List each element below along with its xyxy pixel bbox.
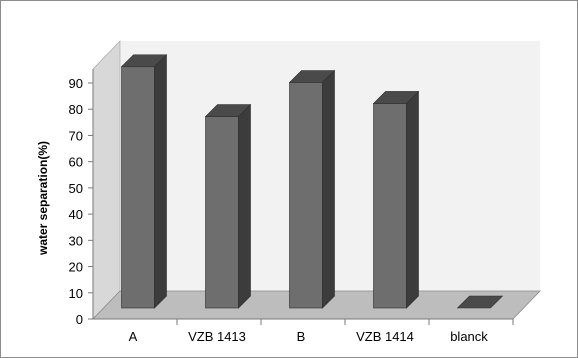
bar-front bbox=[289, 82, 323, 309]
bar-top bbox=[372, 91, 420, 104]
bar-front bbox=[373, 103, 407, 309]
y-axis-label: water separation(%) bbox=[36, 141, 50, 256]
chart-side-wall bbox=[92, 40, 121, 320]
y-tick-label: 60 bbox=[69, 155, 83, 170]
bar-front bbox=[205, 116, 239, 309]
x-tick-label: blanck bbox=[450, 329, 488, 344]
bar bbox=[204, 103, 252, 309]
bar-side bbox=[238, 103, 251, 309]
bar bbox=[372, 90, 420, 309]
x-tick-label: VZB 1413 bbox=[188, 329, 246, 344]
bar bbox=[120, 54, 168, 309]
y-tick-label: 70 bbox=[69, 128, 83, 143]
bar-top bbox=[288, 70, 336, 83]
bar-front bbox=[121, 66, 155, 309]
y-tick-label: 0 bbox=[76, 312, 83, 327]
y-tick-label: 20 bbox=[69, 260, 83, 275]
y-tick-label: 10 bbox=[69, 286, 83, 301]
bar-top bbox=[204, 104, 252, 117]
bar bbox=[288, 69, 336, 309]
x-tick-label: VZB 1414 bbox=[356, 329, 414, 344]
bar-side bbox=[406, 90, 419, 309]
bar-side bbox=[154, 54, 167, 309]
y-tick-labels: 0 10 20 30 40 50 60 70 80 90 bbox=[69, 76, 93, 327]
x-tick-label: A bbox=[129, 329, 138, 344]
y-tick-label: 40 bbox=[69, 207, 83, 222]
bar-side bbox=[322, 69, 335, 309]
y-tick-label: 80 bbox=[69, 102, 83, 117]
x-tick-labels: A VZB 1413 B VZB 1414 blanck bbox=[129, 319, 514, 344]
bar-top bbox=[120, 54, 168, 68]
bar bbox=[456, 295, 504, 309]
bar-top bbox=[456, 295, 504, 309]
y-tick-label: 50 bbox=[69, 181, 83, 196]
x-tick-label: B bbox=[297, 329, 306, 344]
bar-series bbox=[120, 54, 504, 309]
y-tick-label: 90 bbox=[69, 76, 83, 91]
y-tick-label: 30 bbox=[69, 233, 83, 248]
